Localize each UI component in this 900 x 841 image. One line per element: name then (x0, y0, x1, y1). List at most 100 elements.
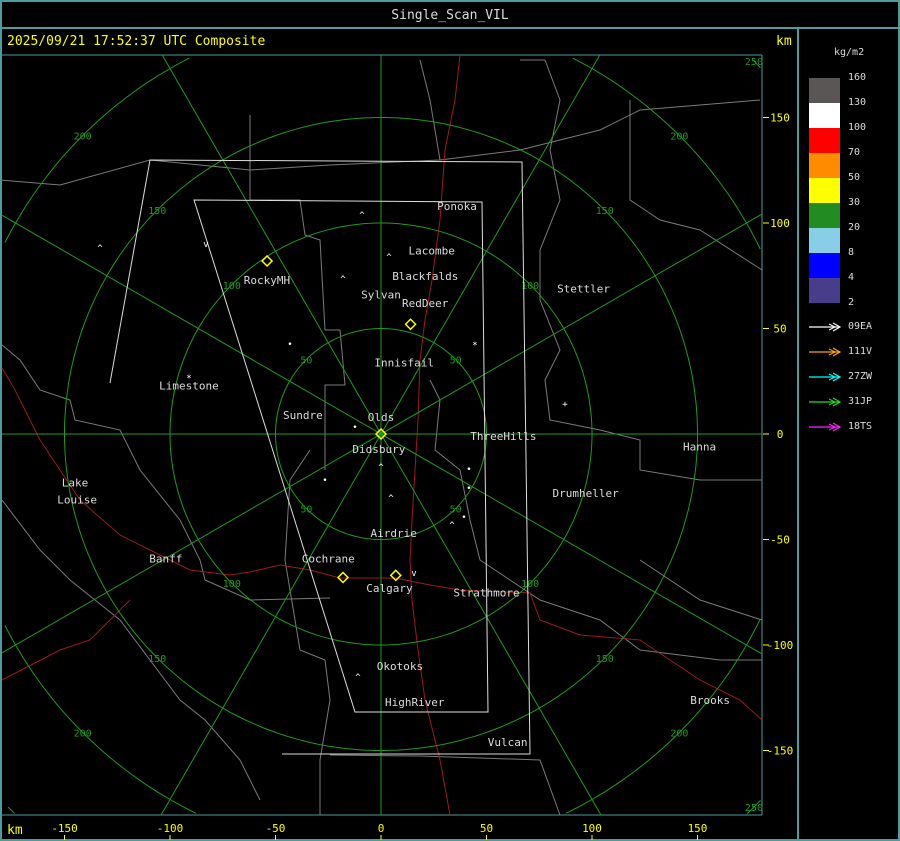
radar-site-icon[interactable] (374, 427, 388, 441)
radar-site-icon[interactable] (336, 571, 350, 584)
city-label: RedDeer (402, 297, 449, 310)
x-tick-label: 100 (582, 822, 602, 835)
arrowhead-icon (828, 398, 837, 406)
legend-label: 2 (848, 297, 855, 308)
legend-label: 8 (848, 247, 855, 258)
range-ring-label: 200 (670, 728, 688, 739)
radar-site-icon[interactable] (404, 318, 417, 331)
legend-label: 70 (848, 147, 861, 158)
city-label: Lake (62, 477, 89, 490)
range-ring-label: 100 (223, 579, 241, 590)
radar-site-icon[interactable] (260, 254, 274, 268)
legend-swatch (809, 153, 840, 178)
arrowhead-icon (832, 322, 842, 332)
range-ring-label: 150 (148, 654, 166, 665)
boundary-line (284, 449, 331, 815)
x-tick-label: -100 (157, 822, 184, 835)
range-ring-label: 100 (223, 281, 241, 292)
city-label: Cochrane (302, 552, 355, 565)
boundary-line (639, 559, 763, 621)
range-ring (64, 117, 698, 751)
scan-timestamp: 2025/09/21 17:52:37 UTC Composite (7, 34, 266, 49)
x-tick-label: 0 (378, 822, 385, 835)
storm-cell-marker: • (322, 476, 327, 486)
boundary-line (1, 344, 331, 601)
map-content: 50 50 50 50 100 100 100 100 150 150 150 150 200 200 20… (0, 54, 763, 816)
x-tick-label: 50 (480, 822, 493, 835)
range-ring (565, 618, 761, 814)
arrowhead-icon (832, 347, 842, 357)
legend-label: 50 (848, 172, 861, 183)
storm-cell-marker: v (203, 240, 208, 250)
range-ring (747, 800, 761, 814)
storm-cell-marker: ^ (388, 494, 394, 504)
radial-line (160, 54, 601, 816)
storm-cell-marker: • (466, 484, 471, 494)
range-ring-label: 50 (300, 505, 312, 516)
storm-cell-marker: + (562, 400, 568, 410)
x-tick-label: -150 (51, 822, 78, 835)
range-ring-label: 50 (300, 355, 312, 366)
range-ring-label: 100 (521, 579, 539, 590)
city-label: Olds (368, 411, 395, 424)
storm-track-label[interactable]: 27ZW (848, 371, 873, 382)
range-ring-label: 150 (596, 654, 614, 665)
y-tick-label: -150 (767, 745, 794, 758)
range-ring-label: 150 (596, 206, 614, 217)
highway-line (1, 367, 763, 721)
legend-swatch (809, 203, 840, 228)
inner-domain-outline (193, 199, 489, 713)
storm-cell-marker: * (186, 374, 191, 384)
legend-swatch (809, 178, 840, 203)
storm-track-label[interactable]: 111V (848, 346, 873, 357)
legend-swatch (809, 78, 840, 103)
radial-line (1, 214, 763, 655)
y-tick-label: 100 (770, 217, 790, 230)
window-title: Single_Scan_VIL (391, 8, 509, 23)
storm-track-label[interactable]: 18TS (848, 421, 873, 432)
city-label: Didsbury (352, 443, 405, 456)
storm-cell-marker: ^ (449, 521, 455, 531)
range-ring-label: 200 (74, 728, 92, 739)
boundary-line (629, 100, 763, 271)
x-tick-label: 150 (688, 822, 708, 835)
boundary-line (520, 59, 762, 481)
storm-track-label[interactable]: 09EA (848, 321, 873, 332)
legend-label: 160 (848, 72, 867, 83)
city-label: Limestone (159, 379, 219, 392)
storm-track-label[interactable]: 31JP (848, 396, 873, 407)
legend-label: 100 (848, 122, 867, 133)
arrowhead-icon (828, 323, 837, 331)
legend-label: 20 (848, 222, 861, 233)
boundary-line (419, 59, 441, 161)
storm-cell-marker: * (472, 341, 477, 351)
city-label: Banff (149, 552, 182, 565)
legend-swatch (809, 278, 840, 303)
city-label: Sylvan (361, 289, 401, 302)
range-ring-label: 250 (745, 57, 763, 68)
city-label: Brooks (690, 694, 730, 707)
storm-cell-marker: ^ (386, 253, 392, 263)
city-label: HighRiver (385, 696, 445, 709)
arrowhead-icon (832, 372, 842, 382)
storm-cell-marker: v (411, 569, 416, 579)
radial-line (1, 213, 763, 654)
legend-swatch (809, 103, 840, 128)
city-label: RockyMH (244, 274, 290, 287)
range-ring-label: 150 (148, 206, 166, 217)
radar-site-icon[interactable] (389, 569, 402, 582)
city-label: Okotoks (377, 660, 423, 673)
city-label: Blackfalds (392, 270, 458, 283)
range-ring (4, 57, 190, 243)
y-tick-label: 50 (773, 323, 786, 336)
storm-cell-marker: • (461, 513, 466, 523)
legend-label: 4 (848, 272, 855, 283)
city-label: Sundre (283, 409, 323, 422)
x-tick-label: -50 (266, 822, 286, 835)
range-ring-label: 250 (745, 803, 763, 814)
storm-cell-marker: ^ (359, 211, 365, 221)
y-tick-label: 150 (770, 112, 790, 125)
city-label: Calgary (366, 582, 413, 595)
highway-line (1, 599, 131, 681)
